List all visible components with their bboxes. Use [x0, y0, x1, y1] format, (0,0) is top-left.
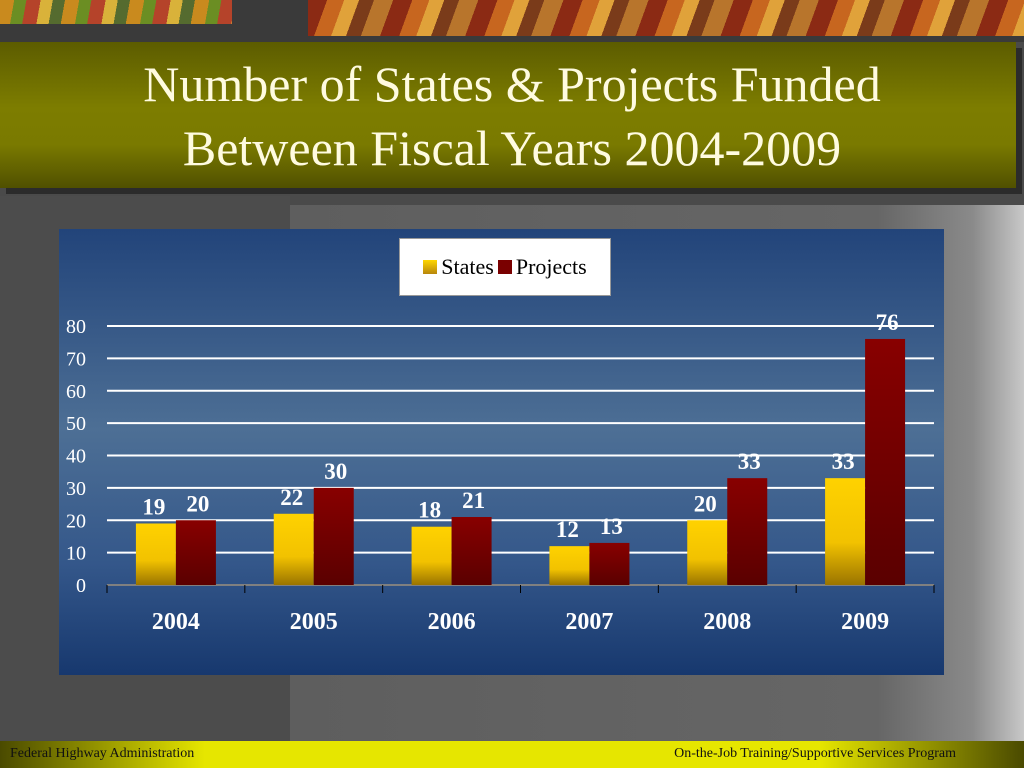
bar-projects-2004 — [175, 520, 216, 585]
data-label-projects: 30 — [324, 459, 347, 484]
data-label-states: 33 — [832, 449, 855, 474]
slide-title: Number of States & Projects Funded Betwe… — [0, 52, 1024, 180]
y-tick-label: 10 — [66, 543, 86, 565]
footer-bar: Federal Highway Administration On-the-Jo… — [0, 741, 1024, 768]
x-tick-label: 2009 — [841, 609, 889, 635]
bar-states-2008 — [687, 520, 728, 585]
data-label-states: 22 — [280, 485, 303, 510]
data-label-projects: 21 — [462, 488, 485, 513]
bar-projects-2006 — [451, 517, 492, 585]
bar-states-2006 — [411, 526, 452, 585]
x-tick-label: 2005 — [290, 609, 338, 635]
bar-states-2004 — [135, 523, 176, 585]
top-banner — [0, 0, 1024, 42]
x-tick-label: 2004 — [152, 609, 200, 635]
footer-left-text: Federal Highway Administration — [10, 746, 195, 761]
data-label-projects: 33 — [738, 449, 761, 474]
decorative-texture-right — [308, 0, 1024, 36]
data-label-states: 12 — [556, 517, 579, 542]
footer-right-text: On-the-Job Training/Supportive Services … — [674, 746, 956, 761]
x-tick-label: 2006 — [428, 609, 476, 635]
y-tick-label: 40 — [66, 446, 86, 468]
legend-swatch-states — [423, 260, 438, 274]
legend-label-projects: Projects — [515, 254, 587, 279]
data-label-projects: 76 — [876, 310, 899, 335]
legend-item-states: States — [423, 254, 494, 280]
y-tick-label: 50 — [66, 413, 86, 435]
legend-label-states: States — [441, 254, 494, 279]
bar-states-2009 — [825, 478, 866, 585]
y-tick-label: 60 — [66, 381, 86, 403]
bar-projects-2008 — [727, 478, 768, 585]
legend-swatch-projects — [497, 260, 512, 274]
chart-legend: States Projects — [399, 238, 611, 296]
decorative-texture-left — [0, 0, 232, 24]
title-line-1: Number of States & Projects Funded — [143, 56, 881, 112]
bar-projects-2005 — [313, 487, 354, 585]
data-label-projects: 20 — [186, 491, 209, 516]
x-tick-label: 2007 — [565, 609, 613, 635]
bar-states-2005 — [273, 513, 314, 585]
x-tick-label: 2008 — [703, 609, 751, 635]
y-tick-label: 80 — [66, 316, 86, 338]
y-tick-label: 20 — [66, 510, 86, 532]
data-label-states: 20 — [694, 491, 717, 516]
bar-projects-2007 — [589, 542, 630, 585]
chart-panel — [59, 229, 944, 675]
bar-states-2007 — [549, 546, 590, 585]
legend-item-projects: Projects — [497, 254, 587, 280]
title-bar — [0, 42, 1016, 188]
data-label-states: 19 — [142, 494, 165, 519]
data-label-states: 18 — [418, 498, 441, 523]
title-line-2: Between Fiscal Years 2004-2009 — [182, 120, 842, 176]
y-tick-label: 0 — [76, 575, 86, 597]
y-tick-label: 30 — [66, 478, 86, 500]
bar-projects-2009 — [865, 338, 906, 585]
y-tick-label: 70 — [66, 348, 86, 370]
data-label-projects: 13 — [600, 514, 623, 539]
